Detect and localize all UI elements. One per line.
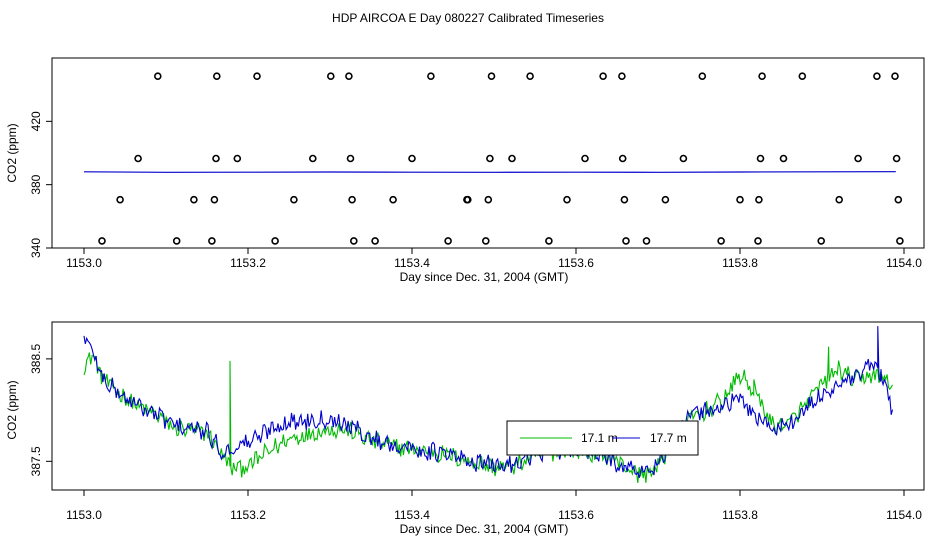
panel-top-y-axis: 340 380 420 bbox=[29, 111, 52, 258]
data-point bbox=[308, 154, 317, 163]
data-point bbox=[835, 195, 844, 204]
data-point bbox=[408, 154, 416, 163]
data-point bbox=[208, 237, 216, 245]
data-point bbox=[346, 154, 355, 163]
data-point bbox=[481, 237, 490, 245]
data-point bbox=[508, 154, 516, 163]
x-tick-label: 1153.6 bbox=[558, 256, 594, 270]
data-point bbox=[661, 195, 670, 204]
data-point bbox=[736, 195, 744, 204]
data-point bbox=[134, 154, 142, 163]
data-point bbox=[487, 72, 496, 80]
data-point bbox=[212, 154, 220, 163]
data-point bbox=[290, 195, 298, 204]
data-point bbox=[349, 237, 358, 245]
data-point bbox=[891, 72, 899, 80]
data-point bbox=[326, 72, 335, 80]
data-point bbox=[253, 72, 261, 80]
data-point bbox=[622, 237, 630, 245]
series-line-average bbox=[83, 171, 896, 173]
y-tick-label: 340 bbox=[29, 238, 43, 258]
data-point bbox=[779, 154, 788, 163]
data-point bbox=[698, 72, 707, 80]
data-point bbox=[892, 154, 901, 163]
figure-title: HDP AIRCOA E Day 080227 Calibrated Times… bbox=[332, 11, 604, 25]
y-tick-label: 388.5 bbox=[29, 344, 43, 374]
data-point bbox=[717, 237, 725, 245]
legend-label-series-2: 17.7 m bbox=[650, 431, 687, 445]
data-point bbox=[581, 154, 589, 163]
data-point bbox=[345, 72, 353, 80]
panel-bottom-x-axis-label: Day since Dec. 31, 2004 (GMT) bbox=[400, 522, 569, 536]
panel-bottom: 1153.0 1153.2 1153.4 1153.6 1153.8 1154.0 387… bbox=[5, 321, 925, 536]
x-tick-label: 1153.0 bbox=[66, 508, 102, 522]
panel-bottom-x-axis: 1153.0 1153.2 1153.4 1153.6 1153.8 1154.0 bbox=[66, 490, 922, 522]
data-point bbox=[758, 72, 766, 80]
data-point bbox=[389, 195, 397, 204]
data-point bbox=[599, 72, 607, 80]
x-tick-label: 1154.0 bbox=[886, 256, 922, 270]
data-point bbox=[679, 154, 688, 163]
x-tick-label: 1153.8 bbox=[722, 256, 758, 270]
data-point bbox=[190, 195, 198, 204]
data-point bbox=[371, 237, 379, 245]
panel-top-x-axis-label: Day since Dec. 31, 2004 (GMT) bbox=[400, 270, 569, 284]
panel-top: 1153.0 1153.2 1153.4 1153.6 1153.8 1154.0 340… bbox=[5, 57, 925, 284]
x-tick-label: 1153.4 bbox=[394, 508, 430, 522]
data-point bbox=[854, 154, 862, 163]
data-point bbox=[486, 154, 494, 163]
data-point bbox=[618, 72, 626, 80]
data-point bbox=[618, 154, 627, 163]
panel-top-y-axis-label: CO2 (ppm) bbox=[5, 123, 19, 182]
data-point bbox=[271, 237, 279, 245]
legend-label-series-1: 17.1 m bbox=[581, 431, 618, 445]
legend: 17.1 m 17.7 m bbox=[506, 420, 699, 456]
data-point bbox=[116, 195, 124, 204]
panel-bottom-y-axis-label: CO2 (ppm) bbox=[5, 380, 19, 439]
data-point bbox=[563, 195, 571, 204]
data-point bbox=[213, 72, 221, 80]
y-tick-label: 380 bbox=[29, 174, 43, 194]
data-point bbox=[210, 195, 219, 204]
panel-bottom-marks bbox=[83, 326, 894, 483]
x-tick-label: 1153.2 bbox=[230, 256, 266, 270]
data-point bbox=[754, 237, 762, 245]
data-point bbox=[545, 237, 553, 245]
panel-top-plot-frame bbox=[51, 57, 925, 249]
data-point bbox=[427, 72, 435, 80]
data-point bbox=[444, 237, 452, 245]
data-point bbox=[98, 237, 106, 245]
series-line-2 bbox=[83, 326, 894, 479]
data-point bbox=[154, 72, 162, 80]
data-point bbox=[873, 72, 881, 80]
x-tick-label: 1153.0 bbox=[66, 256, 102, 270]
data-point bbox=[463, 195, 472, 204]
panel-top-marks bbox=[83, 72, 904, 245]
data-point bbox=[755, 195, 763, 204]
series-line-1 bbox=[83, 346, 893, 483]
data-point bbox=[817, 237, 826, 245]
y-tick-label: 387.5 bbox=[29, 446, 43, 476]
data-point bbox=[642, 237, 651, 245]
panel-bottom-plot-frame bbox=[51, 321, 925, 491]
data-point bbox=[233, 154, 242, 163]
data-point bbox=[894, 195, 903, 204]
data-point bbox=[484, 195, 493, 204]
data-point bbox=[620, 195, 629, 204]
data-point bbox=[348, 195, 356, 204]
data-point bbox=[526, 72, 534, 80]
x-tick-label: 1153.2 bbox=[230, 508, 266, 522]
panel-bottom-y-axis: 387.5 388.5 bbox=[29, 344, 52, 476]
data-point bbox=[896, 237, 904, 245]
data-point bbox=[172, 237, 181, 245]
x-tick-label: 1153.6 bbox=[558, 508, 594, 522]
data-point bbox=[798, 72, 807, 80]
y-tick-label: 420 bbox=[29, 111, 43, 131]
data-point bbox=[756, 154, 765, 163]
x-tick-label: 1154.0 bbox=[886, 508, 922, 522]
x-tick-label: 1153.4 bbox=[394, 256, 430, 270]
x-tick-label: 1153.8 bbox=[722, 508, 758, 522]
panel-top-x-axis: 1153.0 1153.2 1153.4 1153.6 1153.8 1154.0 bbox=[66, 248, 922, 270]
